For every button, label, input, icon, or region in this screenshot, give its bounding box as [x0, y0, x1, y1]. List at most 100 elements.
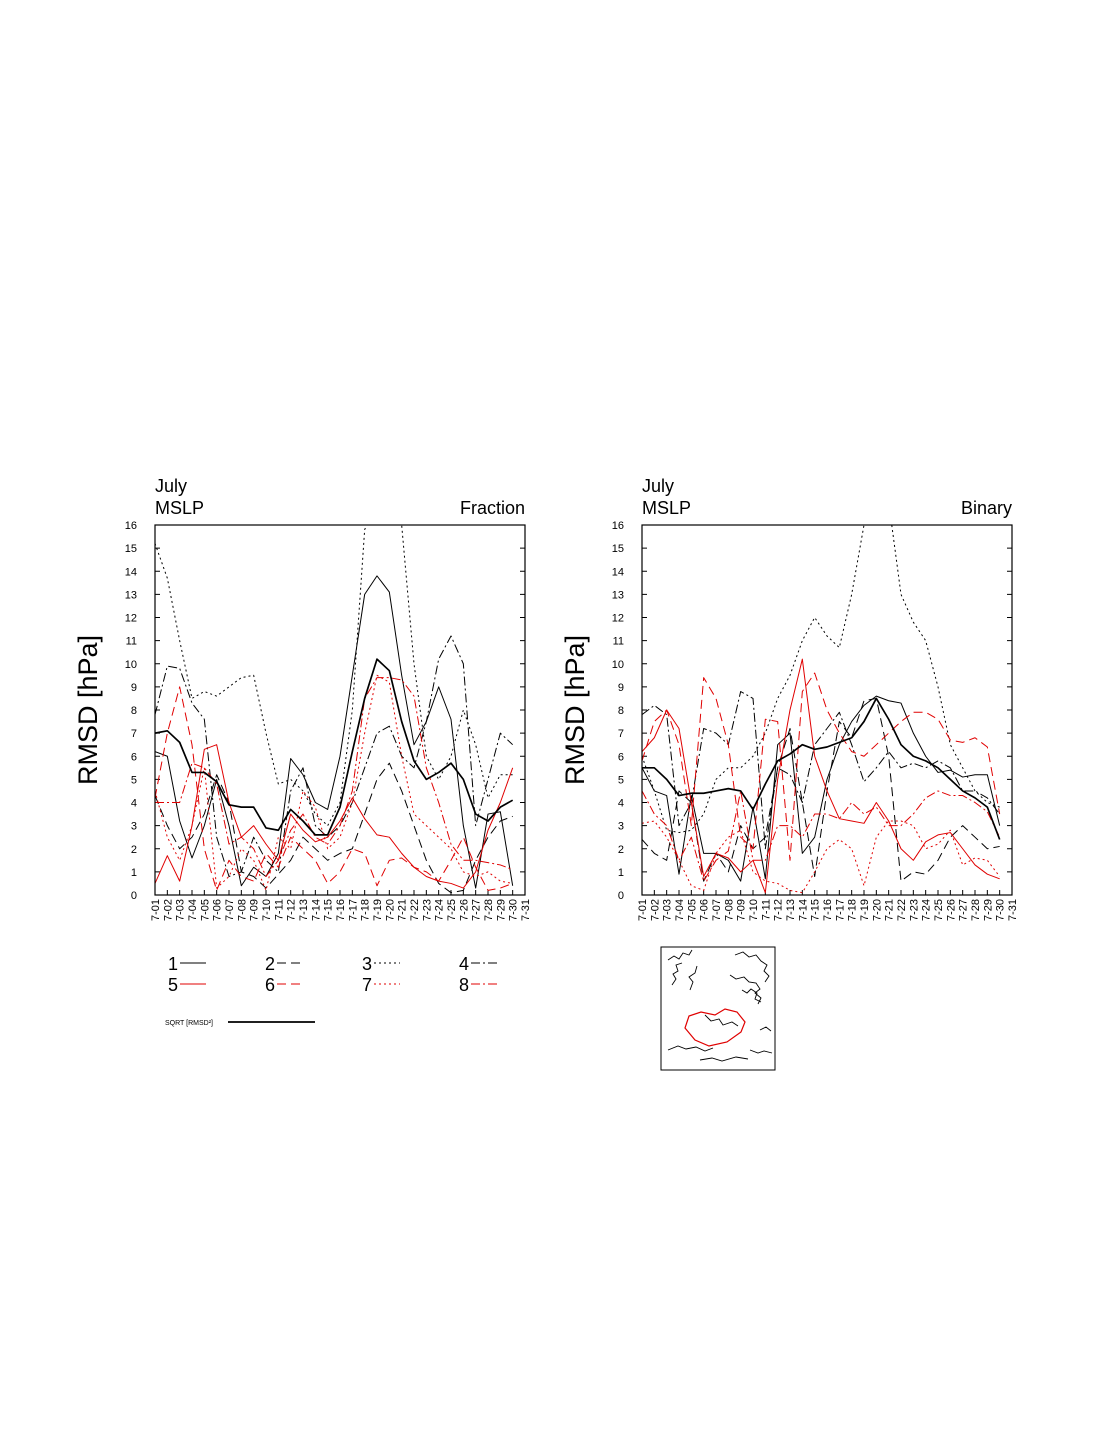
- x-tick-label: 7-06: [212, 899, 224, 921]
- x-tick-label: 7-30: [508, 899, 520, 921]
- y-tick-label: 7: [131, 728, 137, 740]
- y-axis-label: RMSD [hPa]: [560, 635, 590, 785]
- series-line: [642, 658, 1000, 894]
- x-tick-label: 7-15: [810, 899, 822, 921]
- x-tick-label: 7-04: [187, 899, 199, 921]
- x-tick-label: 7-23: [421, 899, 433, 921]
- x-tick-label: 7-17: [347, 899, 359, 921]
- series-line: [642, 695, 1001, 882]
- legend-label: 4: [459, 954, 469, 974]
- y-tick-label: 13: [612, 589, 624, 601]
- y-tick-label: 8: [131, 705, 137, 717]
- series-line: [155, 762, 513, 894]
- legend-label: 7: [362, 975, 372, 995]
- x-tick-label: 7-26: [458, 899, 470, 921]
- legend-label: 8: [459, 975, 469, 995]
- y-tick-label: 4: [618, 798, 624, 810]
- series-line: [642, 697, 1000, 882]
- x-tick-label: 7-08: [723, 899, 735, 921]
- x-tick-label: 7-13: [785, 899, 797, 921]
- x-tick-label: 7-03: [662, 899, 674, 921]
- x-tick-label: 7-07: [711, 899, 723, 921]
- x-tick-label: 7-27: [471, 899, 483, 921]
- plot-frame: [641, 524, 1013, 896]
- x-tick-label: 7-02: [162, 899, 174, 921]
- x-tick-label: 7-05: [686, 899, 698, 921]
- chart-title: July: [155, 476, 187, 496]
- x-tick-label: 7-24: [921, 899, 933, 921]
- y-tick-label: 10: [125, 659, 137, 671]
- x-tick-label: 7-11: [760, 899, 772, 920]
- legend-label: 1: [168, 954, 178, 974]
- y-tick-label: 8: [618, 705, 624, 717]
- x-tick-label: 7-01: [150, 899, 162, 921]
- series-line: [155, 744, 514, 889]
- y-tick-label: 1: [131, 867, 137, 879]
- x-tick-label: 7-15: [323, 899, 335, 921]
- y-tick-label: 5: [131, 774, 137, 786]
- x-tick-label: 7-22: [409, 899, 421, 921]
- x-tick-label: 7-04: [674, 899, 686, 921]
- y-tick-label: 11: [126, 636, 137, 648]
- chart-label-right: Binary: [961, 498, 1012, 518]
- series-line: [155, 674, 513, 891]
- series-line: [155, 677, 513, 877]
- y-tick-label: 11: [613, 636, 624, 648]
- x-tick-label: 7-29: [495, 899, 507, 921]
- y-tick-label: 14: [612, 566, 624, 578]
- x-tick-label: 7-31: [520, 899, 532, 921]
- x-tick-label: 7-21: [884, 899, 896, 921]
- x-tick-label: 7-03: [175, 899, 187, 921]
- legend-label: 2: [265, 954, 275, 974]
- y-tick-label: 1: [618, 867, 624, 879]
- y-tick-label: 0: [618, 890, 624, 902]
- x-tick-label: 7-28: [970, 899, 982, 921]
- y-tick-label: 3: [131, 821, 137, 833]
- y-tick-label: 0: [131, 890, 137, 902]
- x-tick-label: 7-31: [1007, 899, 1019, 921]
- y-tick-label: 16: [612, 520, 624, 532]
- x-tick-label: 7-16: [822, 899, 834, 921]
- x-tick-label: 7-07: [224, 899, 236, 921]
- y-tick-label: 7: [618, 728, 624, 740]
- x-tick-label: 7-16: [335, 899, 347, 921]
- x-tick-label: 7-06: [699, 899, 711, 921]
- x-tick-label: 7-12: [286, 899, 298, 921]
- legend-label: 5: [168, 975, 178, 995]
- x-tick-label: 7-18: [847, 899, 859, 921]
- y-tick-label: 4: [131, 798, 137, 810]
- x-tick-label: 7-20: [384, 899, 396, 921]
- y-tick-label: 9: [131, 682, 137, 694]
- series-line: [155, 575, 514, 889]
- y-tick-label: 14: [125, 566, 137, 578]
- series-group: [155, 525, 514, 894]
- y-axis-label: RMSD [hPa]: [73, 635, 103, 785]
- chart-title: July: [642, 476, 674, 496]
- x-tick-label: 7-22: [896, 899, 908, 921]
- x-tick-label: 7-10: [261, 899, 273, 921]
- x-tick-label: 7-12: [773, 899, 785, 921]
- y-tick-label: 15: [125, 543, 137, 555]
- legend-label: SQRT [RMSD²]: [165, 1020, 213, 1027]
- y-tick-label: 16: [125, 520, 137, 532]
- x-tick-label: 7-19: [372, 899, 384, 921]
- x-tick-label: 7-25: [446, 899, 458, 921]
- x-tick-label: 7-09: [736, 899, 748, 921]
- y-tick-label: 10: [612, 659, 624, 671]
- x-tick-label: 7-21: [397, 899, 409, 921]
- x-tick-label: 7-29: [982, 899, 994, 921]
- x-tick-label: 7-24: [434, 899, 446, 921]
- y-tick-label: 15: [612, 543, 624, 555]
- x-tick-label: 7-14: [310, 899, 322, 921]
- y-tick-label: 2: [131, 844, 137, 856]
- chart-subtitle: MSLP: [642, 498, 691, 518]
- series-line: [642, 790, 1001, 882]
- series-line: [642, 697, 1001, 840]
- series-line: [155, 525, 513, 827]
- chart-label-right: Fraction: [460, 498, 525, 518]
- x-tick-label: 7-25: [933, 899, 945, 921]
- y-tick-label: 12: [612, 613, 624, 625]
- x-tick-label: 7-17: [834, 899, 846, 921]
